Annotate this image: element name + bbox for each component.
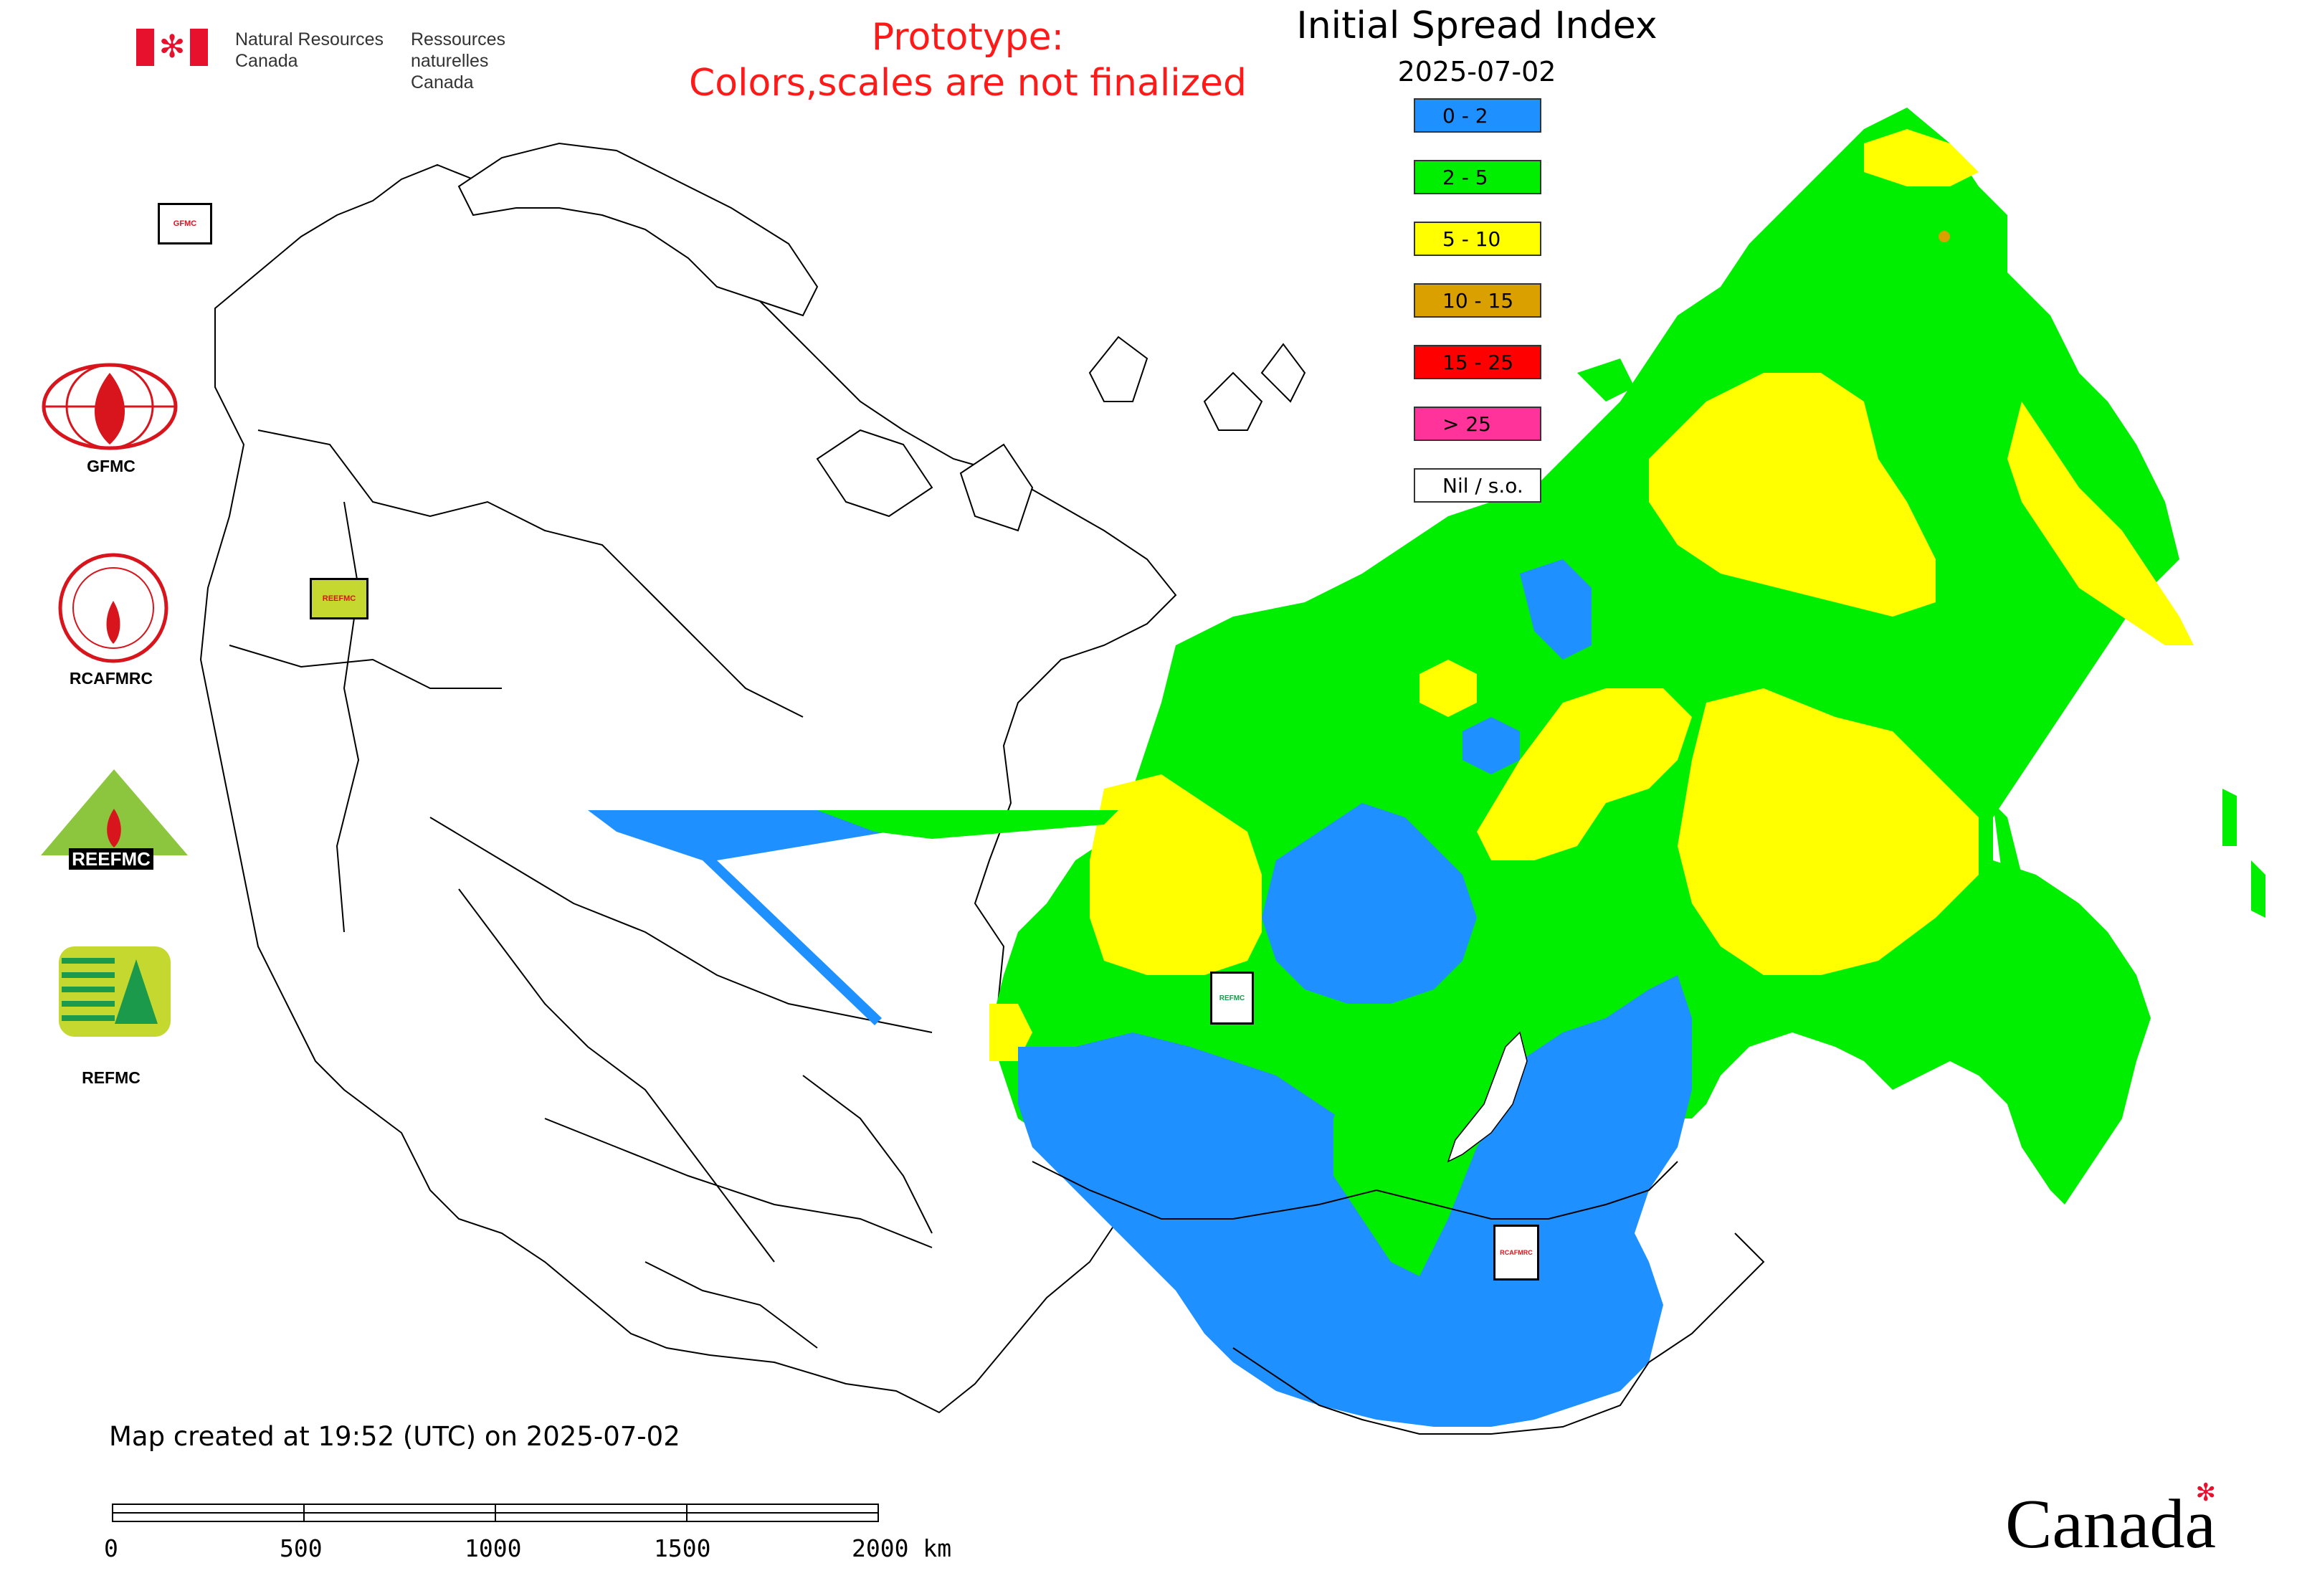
region-green-inner bbox=[1333, 1018, 1520, 1276]
reefmc-text: REEFMC bbox=[69, 848, 153, 870]
legend-label: Nil / s.o. bbox=[1442, 473, 1523, 498]
map-title: Initial Spread Index bbox=[1296, 4, 1657, 47]
prototype-line2: Colors,scales are not finalized bbox=[688, 62, 1247, 105]
region-yellow-west bbox=[1090, 774, 1262, 975]
scale-label-1500: 1500 bbox=[654, 1534, 711, 1562]
marker-label: REEFMC bbox=[322, 594, 356, 603]
scale-label-2000: 2000 km bbox=[852, 1534, 952, 1562]
scale-label-0: 0 bbox=[104, 1534, 118, 1562]
refmc-label: REFMC bbox=[82, 1068, 141, 1087]
region-blue-lake bbox=[1462, 717, 1520, 774]
region-yellow-east bbox=[1678, 688, 1979, 975]
map-created-note: Map created at 19:52 (UTC) on 2025-07-02 bbox=[109, 1421, 680, 1452]
legend-item-over-25: > 25 bbox=[1414, 407, 1541, 441]
legend-label: > 25 bbox=[1442, 412, 1491, 436]
wordmark-text: Canada bbox=[2005, 1486, 2216, 1563]
legend-item-0-2: 0 - 2 bbox=[1414, 98, 1541, 133]
prototype-notice: Prototype: Colors,scales are not finaliz… bbox=[645, 14, 1290, 106]
region-yellow-chukotka bbox=[1864, 129, 1979, 186]
legend-item-nil: Nil / s.o. bbox=[1414, 468, 1541, 503]
legend-label: 2 - 5 bbox=[1442, 165, 1488, 189]
legend-item-2-5: 2 - 5 bbox=[1414, 160, 1541, 194]
legend-item-10-15: 10 - 15 bbox=[1414, 283, 1541, 318]
marker-label: REFMC bbox=[1219, 994, 1245, 1002]
kuril-1 bbox=[2222, 789, 2237, 846]
prototype-line1: Prototype: bbox=[871, 16, 1065, 59]
marker-label: GFMC bbox=[173, 219, 197, 228]
legend-item-5-10: 5 - 10 bbox=[1414, 222, 1541, 256]
legend-label: 0 - 2 bbox=[1442, 103, 1488, 128]
lake-baikal bbox=[1447, 1031, 1528, 1163]
legend-label: 15 - 25 bbox=[1442, 350, 1514, 374]
region-yellow-kamchatka bbox=[2007, 402, 2194, 645]
nrcan-signature: ✻ Natural Resources Canada Ressources na… bbox=[136, 29, 586, 93]
map-date: 2025-07-02 bbox=[1397, 56, 1556, 87]
dept-fr-line2: Canada bbox=[411, 72, 474, 92]
wordmark-flag-icon: ✻ bbox=[2195, 1480, 2217, 1506]
scale-label-500: 500 bbox=[280, 1534, 323, 1562]
map-marker-reefmc[interactable]: REEFMC bbox=[310, 578, 368, 619]
region-yellow-central bbox=[1477, 688, 1692, 860]
reefmc-label: REEFMC bbox=[39, 848, 183, 870]
legend-label: 5 - 10 bbox=[1442, 227, 1501, 251]
legend-item-15-25: 15 - 25 bbox=[1414, 345, 1541, 379]
green-streaks bbox=[817, 810, 1118, 839]
blue-streaks bbox=[588, 810, 1104, 1025]
legend-label: 10 - 15 bbox=[1442, 288, 1514, 313]
map-marker-refmc[interactable]: REFMC bbox=[1210, 972, 1254, 1025]
scale-label-1000: 1000 bbox=[465, 1534, 522, 1562]
map-marker-rcafmrc[interactable]: RCAFMRC bbox=[1493, 1225, 1539, 1281]
dept-en-line1: Natural Resources bbox=[235, 29, 384, 49]
rcafmrc-logo-icon bbox=[58, 553, 168, 663]
region-blue-basin bbox=[1262, 803, 1477, 1004]
china-outline bbox=[1232, 1232, 1765, 1435]
dept-en-line2: Canada bbox=[235, 51, 298, 71]
dept-name-en: Natural Resources Canada bbox=[235, 29, 411, 72]
wrangel bbox=[1577, 358, 1635, 402]
region-blue-north bbox=[1520, 559, 1592, 660]
national-border bbox=[1032, 1161, 1678, 1220]
canada-wordmark: Canada ✻ bbox=[2005, 1480, 2216, 1564]
gfmc-label: GFMC bbox=[87, 457, 135, 475]
marker-label: RCAFMRC bbox=[1500, 1249, 1533, 1256]
arctic-islands bbox=[816, 336, 1306, 532]
dept-fr-line1: Ressources naturelles bbox=[411, 29, 505, 71]
gfmc-logo-icon bbox=[42, 363, 178, 450]
reefmc-logo-icon bbox=[41, 769, 188, 855]
region-yellow-northeast bbox=[1649, 373, 1936, 617]
isi-raster bbox=[588, 108, 2265, 1427]
canada-flag-icon: ✻ bbox=[136, 29, 208, 66]
map-marker-gfmc[interactable]: GFMC bbox=[158, 203, 212, 244]
orange-spot bbox=[1939, 231, 1950, 242]
region-yellow-small1 bbox=[1419, 660, 1477, 717]
scale-bar bbox=[112, 1504, 879, 1522]
sakhalin bbox=[1993, 803, 2036, 961]
kuril-2 bbox=[2251, 860, 2265, 918]
rcafmrc-label: RCAFMRC bbox=[69, 669, 153, 688]
dept-name-fr: Ressources naturelles Canada bbox=[411, 29, 586, 93]
refmc-logo-icon bbox=[59, 946, 171, 1037]
western-outline bbox=[199, 142, 1177, 1414]
